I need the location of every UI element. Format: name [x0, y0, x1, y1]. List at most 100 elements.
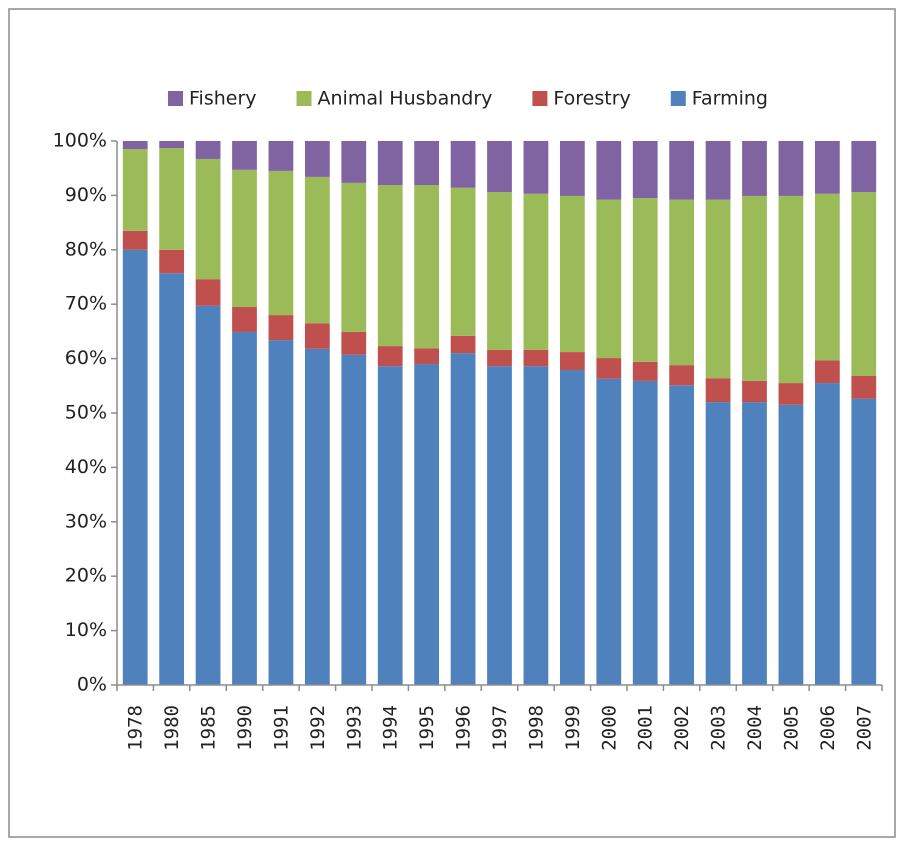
bar-segment — [377, 366, 403, 685]
bar-segment — [705, 378, 731, 403]
x-tick-label: 2004 — [744, 705, 766, 751]
x-tick-label: 1996 — [453, 705, 475, 751]
bar-segment — [559, 370, 585, 685]
bar-segment — [705, 141, 731, 200]
bar-segment — [122, 149, 148, 231]
bar-segment — [669, 365, 695, 386]
y-tick-label: 50% — [65, 402, 107, 424]
bar-segment — [268, 315, 294, 341]
bar-segment — [122, 141, 148, 150]
bar-segment — [742, 402, 767, 685]
y-tick-label: 80% — [65, 238, 107, 260]
bar-segment — [742, 195, 767, 381]
bar-segment — [487, 366, 512, 685]
bar-segment — [669, 199, 695, 366]
bar-segment — [377, 141, 403, 186]
bar-segment — [232, 306, 257, 332]
bar-segment — [450, 141, 476, 188]
bar-segment — [632, 380, 658, 685]
bar-segment — [304, 323, 330, 349]
bar-segment — [268, 340, 294, 685]
bar-segment — [450, 335, 476, 354]
bar-segment — [377, 346, 403, 367]
x-tick-label: 1980 — [161, 705, 183, 751]
bar-segment — [487, 349, 512, 367]
bar-segment — [778, 383, 804, 405]
x-tick-label: 2000 — [598, 705, 620, 751]
bar-segment — [487, 192, 512, 350]
bar-segment — [705, 402, 731, 685]
bar-segment — [195, 141, 221, 159]
x-tick-label: 2001 — [635, 705, 657, 751]
bar-segment — [268, 170, 294, 316]
bar-segment — [814, 141, 840, 194]
bar-segment — [487, 141, 512, 193]
bar-segment — [778, 141, 804, 196]
x-tick-label: 1997 — [489, 705, 511, 751]
bar-segment — [742, 380, 767, 403]
bar-segment — [632, 198, 658, 362]
y-tick-label: 0% — [77, 674, 107, 696]
bar-segment — [742, 141, 767, 196]
bar-segment — [159, 273, 185, 685]
bar-segment — [414, 185, 440, 349]
y-tick-label: 20% — [65, 565, 107, 587]
x-tick-label: 2007 — [853, 705, 875, 751]
bar-segment — [596, 358, 622, 379]
bar-segment — [596, 378, 622, 685]
bar-segment — [341, 354, 367, 685]
bar-segment — [341, 331, 367, 355]
bar-segment — [814, 383, 840, 685]
bar-segment — [377, 185, 403, 347]
bar-segment — [851, 141, 877, 193]
bar-segment — [450, 353, 476, 685]
bar-segment — [632, 141, 658, 199]
x-tick-label: 1985 — [198, 705, 220, 751]
bar-segment — [851, 192, 877, 377]
bar-segment — [814, 360, 840, 384]
bar-segment — [596, 141, 622, 200]
x-tick-label: 2005 — [780, 705, 802, 751]
bar-segment — [414, 141, 440, 186]
y-tick-label: 70% — [65, 293, 107, 315]
x-tick-label: 1994 — [380, 705, 402, 751]
x-tick-label: 1993 — [343, 705, 365, 751]
x-tick-label: 1978 — [125, 705, 147, 751]
bar-segment — [559, 141, 585, 196]
bar-segment — [814, 193, 840, 361]
bar-segment — [596, 199, 622, 359]
bar-segment — [304, 348, 330, 685]
bar-segment — [159, 148, 185, 250]
legend-swatch — [296, 91, 312, 106]
bar-segment — [195, 305, 221, 685]
bar-segment — [851, 376, 877, 399]
bar-segment — [304, 141, 330, 177]
bar-segment — [341, 182, 367, 332]
bar-segment — [559, 195, 585, 353]
y-tick-label: 100% — [53, 130, 107, 152]
bar-segment — [778, 195, 804, 384]
bar-segment — [232, 169, 257, 307]
bar-segment — [559, 352, 585, 371]
bar-segment — [232, 141, 257, 170]
bar-segment — [523, 141, 549, 194]
bar-segment — [159, 141, 185, 149]
legend-swatch — [532, 91, 548, 106]
bar-segment — [669, 141, 695, 200]
legend-label: Fishery — [189, 88, 257, 110]
bar-segment — [414, 364, 440, 685]
y-tick-label: 40% — [65, 456, 107, 478]
bar-segment — [705, 199, 731, 379]
bar-segment — [268, 141, 294, 171]
y-tick-label: 30% — [65, 510, 107, 532]
x-tick-label: 2003 — [708, 705, 730, 751]
legend-swatch — [670, 91, 686, 106]
bar-segment — [523, 349, 549, 367]
x-tick-label: 1991 — [270, 705, 292, 751]
x-tick-label: 1995 — [416, 705, 438, 751]
bar-segment — [159, 249, 185, 274]
x-tick-label: 2002 — [671, 705, 693, 751]
legend-label: Farming — [692, 88, 768, 110]
